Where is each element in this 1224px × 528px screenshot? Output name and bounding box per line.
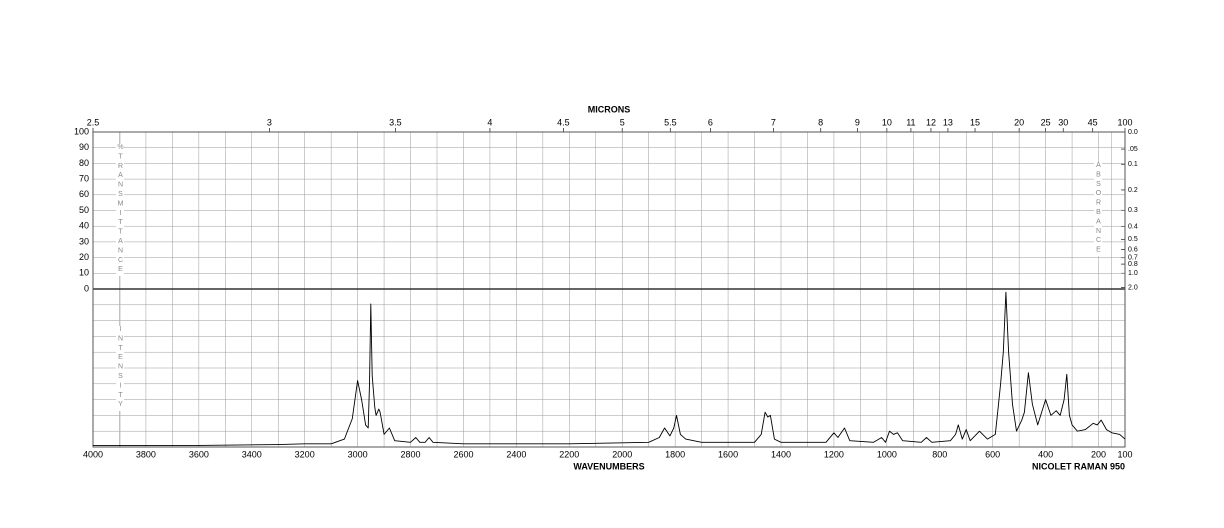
x2-tick-label: 4 xyxy=(487,117,492,127)
y2-tick-label: .05 xyxy=(1128,146,1138,153)
spectrum-line xyxy=(93,291,1126,446)
x2-tick-label: 30 xyxy=(1058,117,1068,127)
x2-tick-label: 3.5 xyxy=(389,117,402,127)
y2-tick-label: 1.0 xyxy=(1128,270,1138,277)
x-tick-label: 3800 xyxy=(136,449,156,459)
x2-tick-label: 25 xyxy=(1041,117,1051,127)
y2-tick-label: 0.2 xyxy=(1128,187,1138,194)
y-axis-title: %TRANSMITTANCE xyxy=(116,144,124,276)
plot-frame xyxy=(92,131,1126,448)
y2-tick-label: 0.0 xyxy=(1128,129,1138,136)
intensity-axis-title: INTENSITY xyxy=(116,326,124,411)
y2-tick-label: 0.1 xyxy=(1128,161,1138,168)
x2-tick-label: 11 xyxy=(906,117,915,127)
y2-axis-title: ABSORBANCE xyxy=(1094,162,1102,256)
y-tick-label: 60 xyxy=(79,189,89,199)
y2-tick-label: 0.4 xyxy=(1128,223,1138,230)
x2-tick-label: 4.5 xyxy=(557,117,570,127)
x-tick-label: 3200 xyxy=(295,449,315,459)
x-tick-label: 2000 xyxy=(612,449,632,459)
x2-tick-label: 6 xyxy=(708,117,713,127)
x-tick-label: 400 xyxy=(1038,449,1053,459)
x2-tick-label: 9 xyxy=(855,117,860,127)
x-tick-label: 2400 xyxy=(506,449,526,459)
x-tick-label: 1800 xyxy=(665,449,685,459)
x-tick-label: 2600 xyxy=(453,449,473,459)
y2-tick-label: 0.5 xyxy=(1128,236,1138,243)
y2-tick-label: 0.6 xyxy=(1128,246,1138,253)
x2-tick-label: 20 xyxy=(1014,117,1024,127)
y-tick-label: 10 xyxy=(79,268,89,278)
x2-tick-label: 8 xyxy=(818,117,823,127)
x2-tick-label: 2.5 xyxy=(87,117,100,127)
x2-tick-label: 5.5 xyxy=(664,117,677,127)
x-tick-label: 3600 xyxy=(189,449,209,459)
x-tick-label: 1200 xyxy=(824,449,844,459)
x2-tick-label: 10 xyxy=(882,117,892,127)
x-tick-label: 2800 xyxy=(401,449,421,459)
y-tick-label: 90 xyxy=(79,142,89,152)
y2-tick-label: 2.0 xyxy=(1128,284,1138,291)
x2-tick-label: 45 xyxy=(1088,117,1098,127)
y-tick-label: 30 xyxy=(79,236,89,246)
instrument-label: NICOLET RAMAN 950 xyxy=(1032,461,1125,471)
y2-tick-label: 0.8 xyxy=(1128,261,1138,268)
x-tick-label: 1000 xyxy=(877,449,897,459)
x-tick-label: 1400 xyxy=(771,449,791,459)
y-tick-label: 40 xyxy=(79,221,89,231)
y-tick-label: 0 xyxy=(84,283,89,293)
x-tick-label: 3400 xyxy=(242,449,262,459)
x-tick-label: 800 xyxy=(932,449,947,459)
x2-tick-label: 15 xyxy=(970,117,980,127)
y-tick-label: 100 xyxy=(74,126,89,136)
x-tick-label: 200 xyxy=(1091,449,1106,459)
y-tick-label: 50 xyxy=(79,205,89,215)
y-tick-label: 20 xyxy=(79,252,89,262)
x-tick-label: 3000 xyxy=(348,449,368,459)
x-tick-label: 600 xyxy=(985,449,1000,459)
x-tick-label: 2200 xyxy=(559,449,579,459)
y-tick-label: 70 xyxy=(79,173,89,183)
y2-tick-label: 0.3 xyxy=(1128,207,1138,214)
x-tick-label: 1600 xyxy=(718,449,738,459)
y-tick-label: 80 xyxy=(79,158,89,168)
x-tick-label: 100 xyxy=(1117,449,1132,459)
y2-tick-label: 0.7 xyxy=(1128,255,1138,262)
x2-tick-label: 3 xyxy=(267,117,272,127)
x2-tick-label: 13 xyxy=(943,117,953,127)
x2-tick-label: 100 xyxy=(1117,117,1132,127)
x2-tick-label: 7 xyxy=(771,117,776,127)
x2-tick-label: 5 xyxy=(620,117,625,127)
x-axis-title: WAVENUMBERS xyxy=(573,461,644,471)
x2-axis-title: MICRONS xyxy=(588,104,631,114)
x2-tick-label: 12 xyxy=(926,117,936,127)
x-tick-label: 4000 xyxy=(83,449,103,459)
